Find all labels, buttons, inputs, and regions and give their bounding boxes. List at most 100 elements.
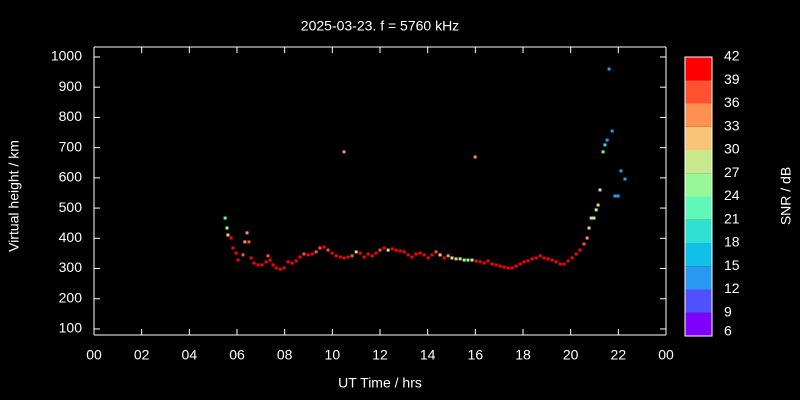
y-tick-label: 200 (59, 289, 83, 305)
data-point (330, 251, 334, 255)
data-point (530, 257, 534, 261)
data-point (302, 252, 306, 256)
data-point (518, 262, 522, 266)
colorbar-tick-label: 12 (724, 280, 740, 296)
colorbar-tick-label: 36 (724, 94, 740, 110)
data-point (394, 248, 398, 252)
data-point (470, 258, 474, 262)
x-tick-label: 00 (658, 347, 674, 363)
data-point (243, 240, 247, 244)
data-point (462, 258, 466, 262)
y-tick-label: 600 (59, 169, 83, 185)
y-tick-label: 800 (59, 108, 83, 124)
data-point (490, 262, 494, 266)
data-point (430, 253, 434, 257)
data-point (562, 262, 566, 266)
colorbar-tick-label: 33 (724, 117, 740, 133)
x-axis-label: UT Time / hrs (338, 375, 422, 391)
data-point (322, 245, 326, 249)
colorbar-tick-label: 15 (724, 257, 740, 273)
data-point (350, 254, 354, 258)
y-tick-label: 300 (59, 259, 83, 275)
y-tick-label: 500 (59, 199, 83, 215)
data-point (274, 266, 278, 270)
data-point (450, 256, 454, 260)
x-tick-label: 10 (325, 347, 341, 363)
data-point (264, 260, 268, 264)
x-tick-label: 20 (563, 347, 579, 363)
x-tick-label: 18 (515, 347, 531, 363)
colorbar-segment (685, 196, 712, 220)
data-point (542, 256, 546, 260)
data-point (398, 249, 402, 253)
data-point (607, 67, 611, 71)
data-point (354, 250, 358, 254)
data-point (438, 253, 442, 257)
colorbar-tick-label: 30 (724, 141, 740, 157)
data-point (502, 265, 506, 269)
data-point (414, 252, 418, 256)
data-point (378, 248, 382, 252)
colorbar-segment (685, 219, 712, 243)
data-point (306, 253, 310, 257)
data-point (410, 255, 414, 259)
colorbar-segment (685, 80, 712, 104)
data-point (550, 258, 554, 262)
data-point (526, 259, 530, 263)
colorbar-segment (685, 173, 712, 197)
y-tick-label: 900 (59, 78, 83, 94)
data-point (616, 194, 620, 198)
data-point (236, 258, 240, 262)
data-point (231, 246, 235, 250)
data-point (247, 240, 251, 244)
data-point (362, 255, 366, 259)
data-point (582, 242, 586, 246)
data-point (338, 255, 342, 259)
colorbar-tick-label: 39 (724, 71, 740, 87)
x-tick-label: 08 (277, 347, 293, 363)
data-point (589, 216, 593, 220)
data-point (374, 251, 378, 255)
data-point (390, 247, 394, 251)
data-point (514, 264, 518, 268)
data-point (358, 251, 362, 255)
data-point (241, 253, 245, 257)
data-point (482, 261, 486, 265)
data-point (318, 246, 322, 250)
colorbar-tick-label: 9 (724, 303, 732, 319)
data-point (294, 259, 298, 263)
data-point (570, 256, 574, 260)
data-point (498, 264, 502, 268)
data-point (226, 233, 230, 237)
y-tick-label: 400 (59, 229, 83, 245)
x-tick-label: 06 (229, 347, 245, 363)
data-point (506, 266, 510, 270)
data-point (598, 188, 602, 192)
data-point (610, 129, 614, 133)
data-point (370, 254, 374, 258)
colorbar-tick-label: 21 (724, 210, 740, 226)
data-point (342, 256, 346, 260)
data-point (510, 266, 514, 270)
data-point (446, 254, 450, 258)
data-point (402, 250, 406, 254)
data-point (334, 254, 338, 258)
data-point (574, 252, 578, 256)
colorbar-segment (685, 150, 712, 174)
data-point (522, 260, 526, 264)
data-point (546, 257, 550, 261)
data-point (260, 263, 264, 267)
data-point (314, 250, 318, 254)
colorbar-tick-label: 27 (724, 164, 740, 180)
colorbar-segment (685, 312, 712, 336)
x-tick-label: 04 (182, 347, 198, 363)
colorbar-segment (685, 243, 712, 267)
data-point (466, 258, 470, 262)
data-point (474, 259, 478, 263)
data-point (538, 254, 542, 258)
data-point (587, 226, 591, 230)
data-point (554, 260, 558, 264)
colorbar-segment (685, 57, 712, 81)
data-point (613, 194, 617, 198)
